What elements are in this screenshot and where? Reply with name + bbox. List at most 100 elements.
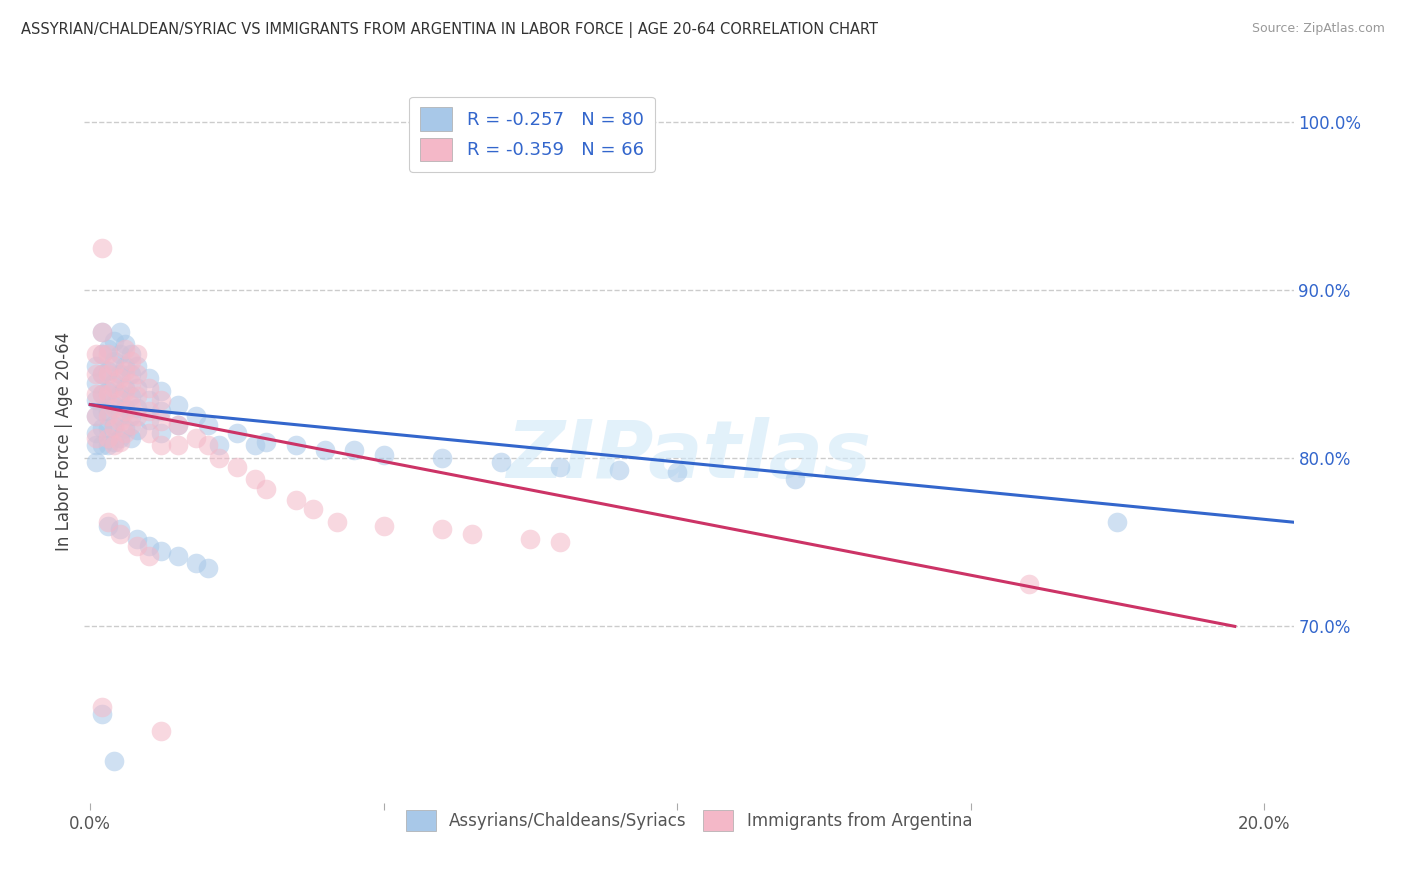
Point [91,387,114,401]
Point [127,423,149,437]
Point [103,438,125,452]
Point [138,370,160,384]
Point [108,392,131,407]
Point [208,438,231,452]
Point [91,404,114,418]
Point [149,426,172,441]
Point [97,404,120,418]
Point [149,723,172,738]
Point [97,518,120,533]
Point [127,532,149,546]
Point [138,549,160,563]
Point [108,326,131,340]
Point [208,451,231,466]
Point [97,409,120,424]
Point [84,368,107,382]
Point [108,527,131,541]
Point [91,700,114,714]
Text: Source: ZipAtlas.com: Source: ZipAtlas.com [1251,22,1385,36]
Point [326,515,349,529]
Point [84,387,107,401]
Point [84,409,107,424]
Text: ASSYRIAN/CHALDEAN/SYRIAC VS IMMIGRANTS FROM ARGENTINA IN LABOR FORCE | AGE 20-64: ASSYRIAN/CHALDEAN/SYRIAC VS IMMIGRANTS F… [21,22,879,38]
Point [91,347,114,361]
Point [149,404,172,418]
Point [127,401,149,415]
Point [302,501,325,516]
Point [254,434,277,449]
Point [114,359,136,373]
Point [84,431,107,445]
Point [84,347,107,361]
Point [103,434,125,449]
Point [103,421,125,435]
Point [548,459,571,474]
Point [138,381,160,395]
Point [167,398,190,412]
Point [666,465,689,479]
Point [432,451,454,466]
Point [127,368,149,382]
Point [197,417,219,432]
Point [84,409,107,424]
Point [91,368,114,382]
Point [138,426,160,441]
Point [184,409,207,424]
Point [103,381,125,395]
Point [91,438,114,452]
Point [373,448,395,462]
Point [432,522,454,536]
Point [243,438,266,452]
Y-axis label: In Labor Force | Age 20-64: In Labor Force | Age 20-64 [55,332,73,551]
Point [84,392,107,407]
Point [97,384,120,398]
Point [91,368,114,382]
Point [114,364,136,378]
Point [97,515,120,529]
Point [103,401,125,415]
Point [127,389,149,403]
Point [167,417,190,432]
Point [167,417,190,432]
Point [114,401,136,415]
Point [97,368,120,382]
Point [91,706,114,721]
Point [197,438,219,452]
Point [120,409,142,424]
Point [91,347,114,361]
Point [103,398,125,412]
Point [783,471,806,485]
Point [114,337,136,351]
Point [108,434,131,449]
Point [127,347,149,361]
Point [97,438,120,452]
Point [91,326,114,340]
Point [84,376,107,390]
Point [1018,577,1040,591]
Point [138,413,160,427]
Point [114,404,136,418]
Point [127,409,149,424]
Point [97,342,120,356]
Point [149,384,172,398]
Point [91,326,114,340]
Point [84,426,107,441]
Point [108,368,131,382]
Point [548,535,571,549]
Point [97,431,120,445]
Point [284,493,307,508]
Point [114,384,136,398]
Point [91,241,114,255]
Point [103,754,125,768]
Point [197,560,219,574]
Point [254,482,277,496]
Point [461,527,484,541]
Point [103,417,125,432]
Point [84,438,107,452]
Point [127,539,149,553]
Point [226,426,249,441]
Point [120,347,142,361]
Point [114,342,136,356]
Point [114,426,136,441]
Point [149,392,172,407]
